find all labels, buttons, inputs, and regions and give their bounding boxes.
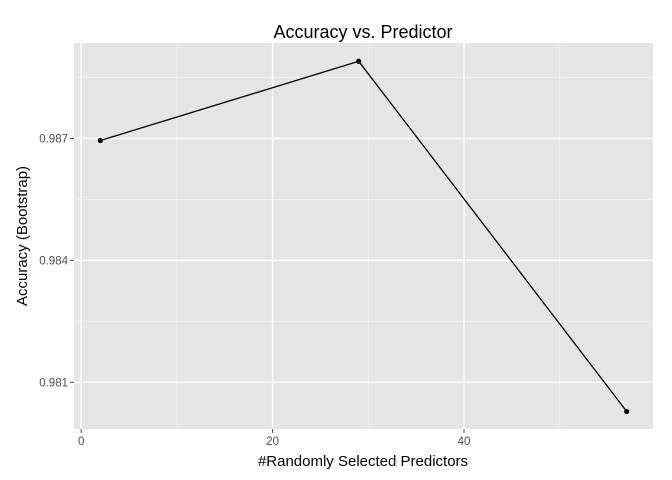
plot-panel	[74, 43, 653, 429]
x-axis-title: #Randomly Selected Predictors	[258, 453, 468, 470]
x-tick-label: 40	[458, 436, 471, 448]
ticks-layer: 0 20 40 0.981 0.984 0.987	[39, 133, 470, 448]
minor-gridlines	[74, 43, 653, 429]
x-tick-label: 20	[266, 436, 279, 448]
major-gridlines	[74, 43, 653, 429]
y-tick-label: 0.981	[39, 377, 68, 389]
y-tick-label: 0.987	[39, 133, 68, 145]
y-tick-label: 0.984	[39, 255, 68, 267]
data-point	[624, 408, 630, 415]
data-point	[356, 58, 362, 64]
x-tick-label: 0	[78, 436, 84, 448]
chart-title: Accuracy vs. Predictor	[273, 22, 452, 42]
data-point	[97, 137, 103, 144]
series-layer	[97, 58, 630, 415]
y-axis-title: Accuracy (Bootstrap)	[14, 166, 31, 306]
